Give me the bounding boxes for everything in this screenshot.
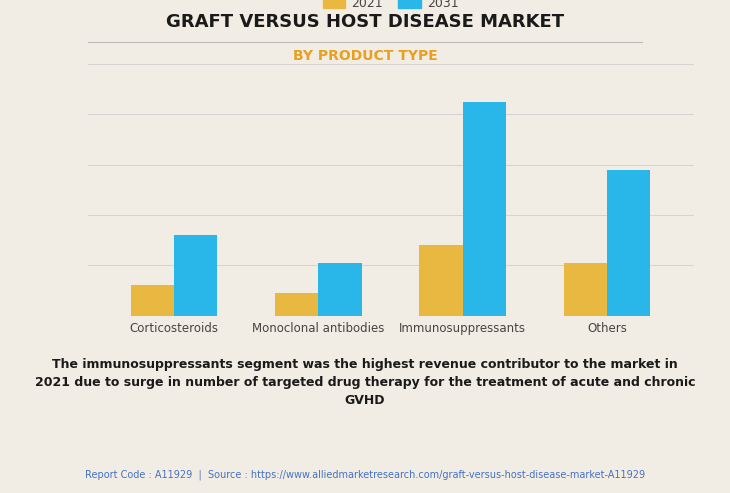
Bar [131, 285, 174, 316]
Bar [275, 293, 318, 316]
Text: The immunosuppressants segment was the highest revenue contributor to the market: The immunosuppressants segment was the h… [35, 357, 695, 407]
Bar [420, 245, 463, 316]
Text: BY PRODUCT TYPE: BY PRODUCT TYPE [293, 49, 437, 63]
Text: GRAFT VERSUS HOST DISEASE MARKET: GRAFT VERSUS HOST DISEASE MARKET [166, 13, 564, 31]
Bar [318, 263, 361, 316]
Bar [174, 235, 218, 316]
Text: Report Code : A11929  |  Source : https://www.alliedmarketresearch.com/graft-ver: Report Code : A11929 | Source : https://… [85, 469, 645, 480]
Bar [564, 263, 607, 316]
Bar [607, 170, 650, 316]
Bar [463, 102, 506, 316]
Legend: 2021, 2031: 2021, 2031 [318, 0, 464, 15]
